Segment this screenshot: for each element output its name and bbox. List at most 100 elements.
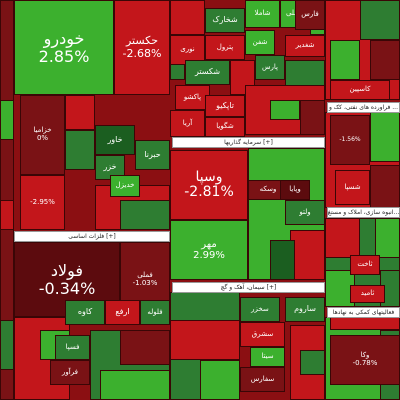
stock-tile: فلوله bbox=[140, 300, 170, 325]
stock-change: -2.95% bbox=[30, 197, 55, 206]
stock-tile: شخارک bbox=[205, 8, 245, 33]
stock-tile: شگویا bbox=[205, 117, 245, 137]
tile-block bbox=[360, 0, 400, 40]
stock-tile: ارفع bbox=[105, 300, 140, 325]
stock-name: فلوله bbox=[147, 307, 163, 316]
stock-name: خزامیا bbox=[33, 126, 52, 135]
stock-tile: وسکه bbox=[248, 180, 288, 200]
stock-name: شگویا bbox=[216, 122, 234, 131]
stock-tile: خدیزل bbox=[110, 175, 140, 197]
stock-change: -1.03% bbox=[132, 278, 158, 287]
tile-block bbox=[120, 330, 170, 365]
stock-change: 2.99% bbox=[193, 250, 225, 261]
stock-tile: ساروم bbox=[285, 297, 325, 322]
stock-name: مهر bbox=[201, 239, 217, 250]
tile-block bbox=[300, 100, 325, 135]
stock-tile: شکستر bbox=[185, 60, 230, 85]
stock-name: شغدیر bbox=[295, 41, 315, 50]
stock-tile: شفن bbox=[245, 30, 275, 55]
stock-tile: وکا -0.78% bbox=[330, 335, 400, 385]
stock-name: آریا bbox=[182, 118, 193, 127]
tile-block bbox=[100, 370, 170, 400]
tile-block bbox=[370, 165, 400, 208]
tile-block bbox=[290, 230, 325, 280]
stock-tile: ولتو bbox=[285, 200, 325, 225]
section-header: انبوه سازی، املاک و مستغ... bbox=[327, 207, 400, 218]
tile-block bbox=[375, 218, 400, 258]
stock-tile: سشرق bbox=[240, 322, 285, 347]
stock-tile: شسپا bbox=[335, 170, 370, 205]
stock-name: نوری bbox=[180, 45, 195, 54]
stock-tile: فسپا bbox=[55, 335, 90, 360]
stock-name: شاملا bbox=[254, 9, 271, 18]
stock-name: سفارس bbox=[250, 374, 275, 383]
stock-tile: فرآور bbox=[50, 360, 90, 385]
stock-name: کاوه bbox=[77, 307, 93, 317]
stock-name: فارس bbox=[301, 10, 319, 19]
section-header: فلزات اساسی [+] bbox=[14, 231, 170, 242]
stock-change: 2.85% bbox=[38, 46, 90, 66]
stock-tile: حبرنا bbox=[135, 140, 170, 170]
stock-tile: -2.95% bbox=[20, 175, 65, 230]
tile-block bbox=[200, 360, 240, 400]
stock-name: فسپا bbox=[65, 342, 80, 351]
stock-tile: سیتا bbox=[250, 347, 285, 367]
tile-block bbox=[65, 130, 95, 170]
stock-name: ثامید bbox=[360, 289, 375, 298]
stock-name: خودرو bbox=[43, 28, 85, 48]
stock-tile: پارس bbox=[255, 55, 285, 80]
stock-tile: -1.56% bbox=[330, 115, 370, 165]
stock-name: خاور bbox=[107, 134, 123, 144]
stock-name: وسپا bbox=[195, 168, 223, 185]
stock-tile: پترول bbox=[205, 35, 245, 60]
stock-tile: سخزر bbox=[240, 297, 280, 322]
stock-name: سیتا bbox=[261, 352, 274, 361]
tile-block bbox=[170, 320, 240, 360]
tile-block bbox=[0, 320, 14, 370]
stock-tile: کاسپین bbox=[330, 80, 390, 100]
stock-name: خزر bbox=[103, 162, 117, 172]
tile-block bbox=[300, 350, 325, 375]
tile-block bbox=[0, 100, 14, 140]
section-header: سیمان، آهک و گچ [+] bbox=[172, 282, 325, 293]
stock-name: وپایا bbox=[289, 185, 301, 194]
stock-name: شخارک bbox=[212, 15, 238, 25]
stock-tile: آریا bbox=[170, 110, 205, 137]
stock-change: -2.68% bbox=[122, 46, 162, 60]
stock-tile: سفارس bbox=[240, 367, 285, 392]
stock-name: ثاخت bbox=[357, 260, 373, 269]
tile-block bbox=[170, 0, 205, 35]
stock-tile: خزامیا 0% bbox=[20, 95, 65, 175]
stock-tile: شغدیر bbox=[285, 35, 325, 57]
stock-tile: فارس bbox=[295, 0, 325, 30]
stock-name: سشرق bbox=[251, 329, 274, 338]
stock-tile: کاوه bbox=[65, 300, 105, 325]
stock-tile: فولاد -0.34% bbox=[14, 242, 120, 317]
stock-change: 0% bbox=[36, 134, 49, 142]
stock-name: کاسپین bbox=[349, 85, 371, 94]
stock-name: حبرنا bbox=[144, 149, 161, 159]
stock-name: پاکشو bbox=[183, 92, 202, 101]
stock-name: ارفع bbox=[115, 307, 130, 317]
tile-block bbox=[270, 240, 295, 280]
tile-block bbox=[120, 200, 170, 230]
tile-block bbox=[370, 112, 400, 162]
stock-name: وکا bbox=[360, 351, 370, 360]
stock-name: پارس bbox=[261, 62, 278, 71]
stock-tile: خودرو 2.85% bbox=[14, 0, 114, 95]
stock-tile: حکستر -2.68% bbox=[114, 0, 170, 95]
stock-tile: تاپکیو bbox=[205, 95, 245, 117]
stock-name: خدیزل bbox=[115, 181, 135, 190]
stock-name: ساروم bbox=[294, 304, 316, 314]
stock-name: فولاد bbox=[50, 260, 84, 280]
stock-change: -2.81% bbox=[184, 184, 234, 200]
tile-block bbox=[325, 218, 360, 258]
stock-name: وسکه bbox=[259, 185, 277, 194]
tile-block bbox=[330, 317, 400, 330]
stock-tile: ثامید bbox=[350, 285, 385, 303]
stock-tile: وسپا -2.81% bbox=[170, 150, 248, 220]
stock-tile: خاور bbox=[95, 125, 135, 155]
tile-block bbox=[0, 200, 14, 230]
section-header: فراورده های نفتی، کک و ... bbox=[327, 102, 400, 113]
